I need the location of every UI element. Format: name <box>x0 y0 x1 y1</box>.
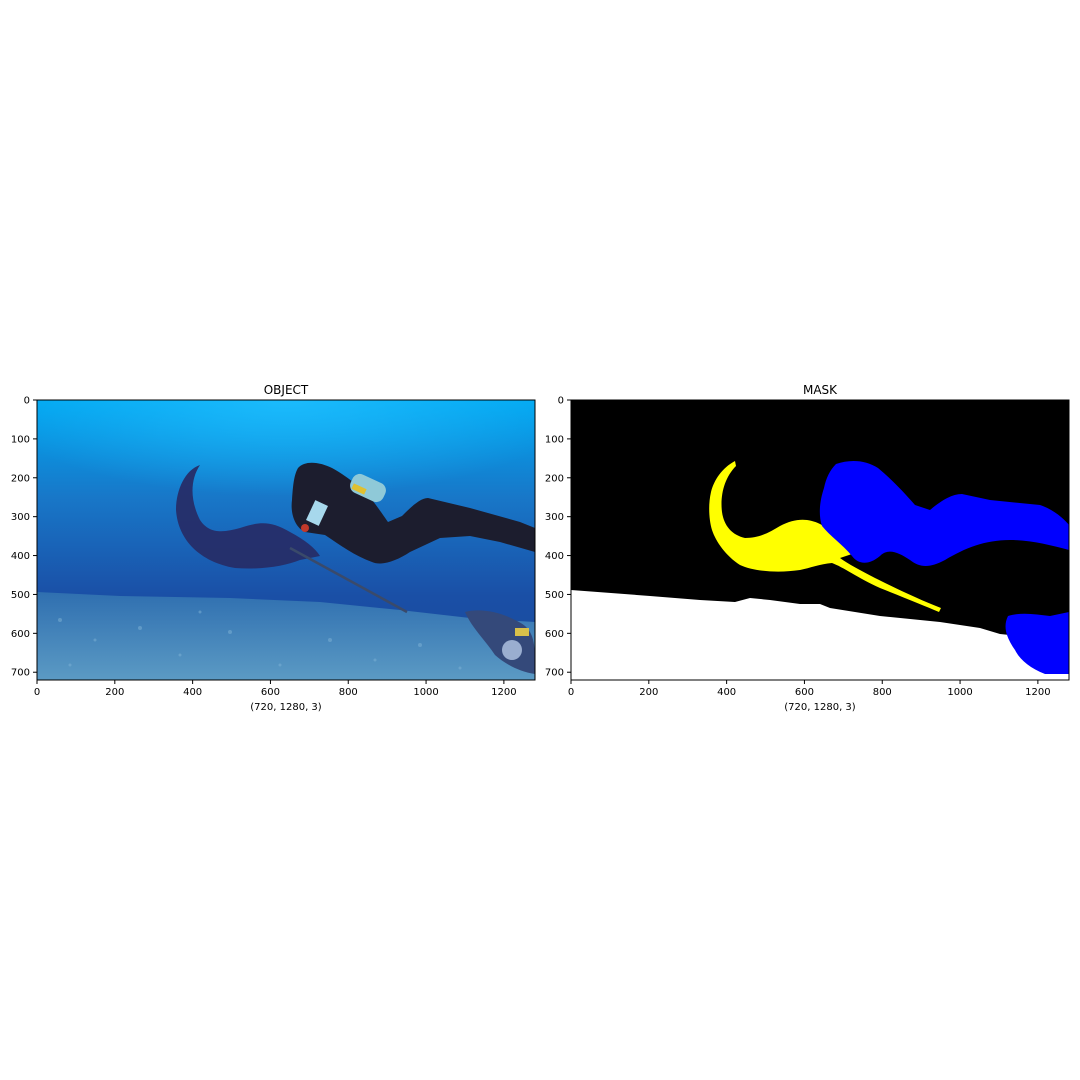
object-ytick-label: 100 <box>11 434 30 445</box>
mask-xtick-label: 1200 <box>1025 687 1050 698</box>
mask-xtick-label: 0 <box>568 687 574 698</box>
mask-title: MASK <box>803 383 838 397</box>
mask-panel: MASK 0 200 400 600 800 1000 1200 0 100 200 300 400 5… <box>545 383 1070 713</box>
seafloor-region <box>37 592 535 680</box>
object-ytick-label: 500 <box>11 590 30 601</box>
object-ytick-label: 200 <box>11 473 30 484</box>
mask-seafloor <box>571 590 1069 680</box>
seafloor-texture <box>58 610 462 670</box>
pole <box>289 546 408 614</box>
object-ytick-label: 0 <box>24 396 30 407</box>
mask-ytick-label: 0 <box>558 396 564 407</box>
mask-frame <box>570 399 1070 681</box>
object-ytick-label: 600 <box>11 629 30 640</box>
mask-ytick-label: 400 <box>545 551 564 562</box>
object-axis-ticks: 0 200 400 600 800 1000 1200 0 100 200 300 400 500 600… <box>11 396 517 699</box>
second-diver <box>465 610 535 674</box>
object-panel: OBJECT <box>11 383 536 713</box>
mask-image <box>571 400 1069 680</box>
mask-xlabel: (720, 1280, 3) <box>784 702 856 713</box>
object-xlabel: (720, 1280, 3) <box>250 702 322 713</box>
object-xtick-label: 1000 <box>413 687 438 698</box>
mask-xtick-label: 800 <box>873 687 892 698</box>
object-xtick-label: 200 <box>105 687 124 698</box>
mask-second-diver <box>1005 612 1069 674</box>
object-image <box>37 400 535 680</box>
mask-ytick-label: 600 <box>545 629 564 640</box>
object-xtick-label: 600 <box>261 687 280 698</box>
object-xtick-label: 400 <box>183 687 202 698</box>
mask-ytick-label: 300 <box>545 512 564 523</box>
object-xtick-label: 800 <box>339 687 358 698</box>
mask-ytick-label: 500 <box>545 590 564 601</box>
object-xtick-label: 0 <box>34 687 40 698</box>
mask-ytick-label: 200 <box>545 473 564 484</box>
mask-xtick-label: 1000 <box>947 687 972 698</box>
mask-xtick-label: 200 <box>639 687 658 698</box>
object-ytick-label: 300 <box>11 512 30 523</box>
mask-ytick-label: 100 <box>545 434 564 445</box>
object-ytick-label: 700 <box>11 668 30 679</box>
object-frame <box>36 399 536 681</box>
mask-ytick-label: 700 <box>545 668 564 679</box>
manta-ray <box>176 465 320 569</box>
mask-xtick-label: 600 <box>795 687 814 698</box>
mask-diver <box>819 460 1069 566</box>
mask-manta <box>709 461 941 612</box>
mask-axis-ticks: 0 200 400 600 800 1000 1200 0 100 200 300 400 500 600… <box>545 396 1051 699</box>
object-ytick-label: 400 <box>11 551 30 562</box>
object-xtick-label: 1200 <box>491 687 516 698</box>
object-title: OBJECT <box>264 383 309 397</box>
diver <box>291 462 535 564</box>
mask-xtick-label: 400 <box>717 687 736 698</box>
